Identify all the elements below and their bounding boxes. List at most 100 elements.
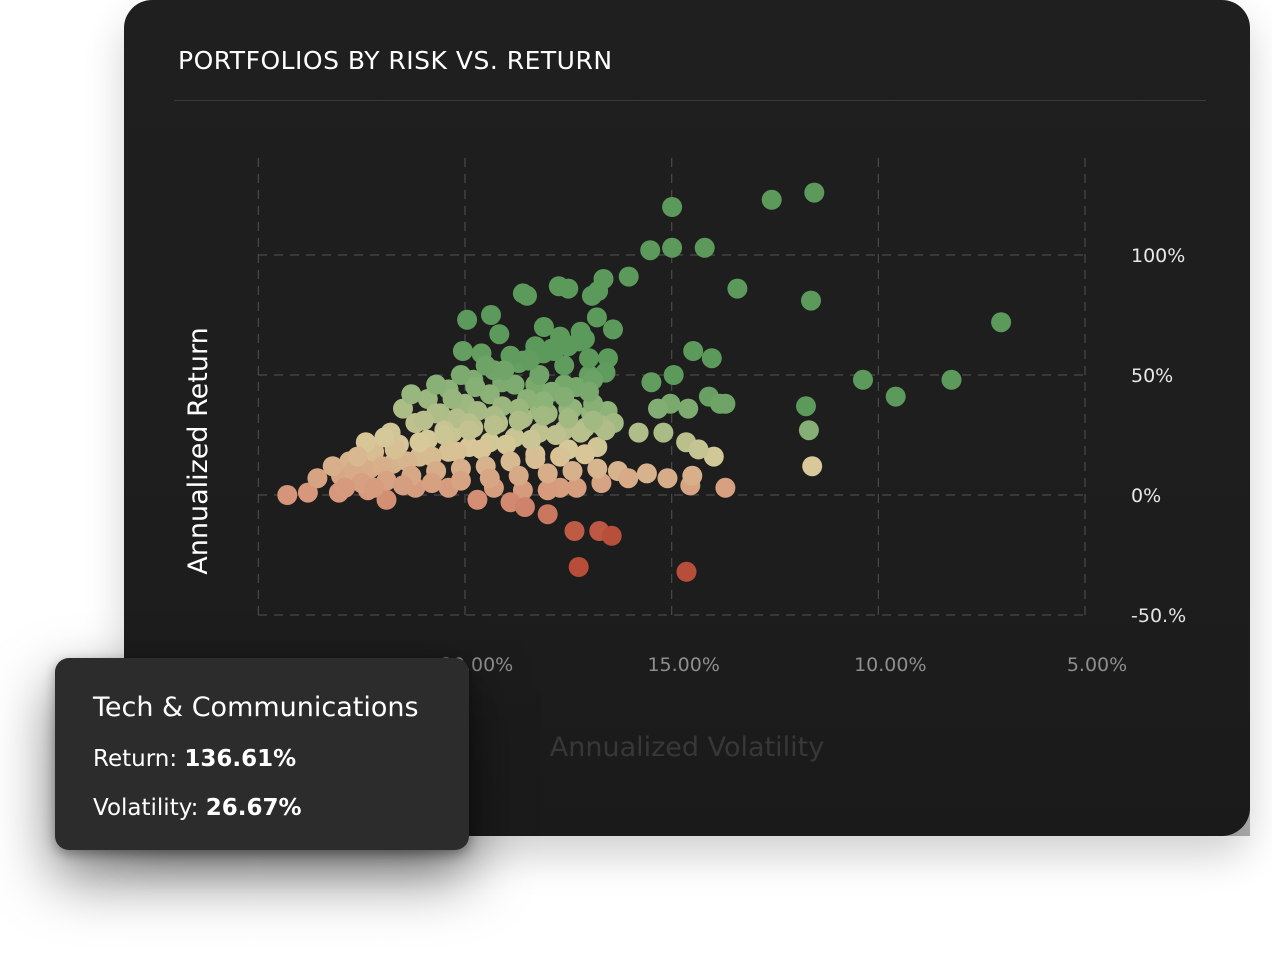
scatter-point[interactable] bbox=[574, 444, 595, 465]
scatter-point[interactable] bbox=[514, 497, 535, 517]
scatter-point[interactable] bbox=[450, 365, 471, 385]
scatter-point[interactable] bbox=[581, 285, 602, 306]
scatter-point[interactable] bbox=[426, 374, 447, 395]
scatter-point[interactable] bbox=[710, 393, 730, 414]
scatter-point[interactable] bbox=[459, 420, 480, 441]
scatter-point[interactable] bbox=[663, 365, 684, 385]
scatter-point[interactable] bbox=[853, 369, 873, 390]
scatter-point[interactable] bbox=[508, 410, 529, 431]
scatter-point[interactable] bbox=[682, 465, 703, 486]
scatter-point[interactable] bbox=[529, 365, 550, 385]
scatter-point[interactable] bbox=[662, 197, 683, 217]
scatter-point[interactable] bbox=[475, 355, 496, 376]
scatter-point[interactable] bbox=[554, 386, 575, 407]
scatter-point[interactable] bbox=[508, 465, 529, 486]
scatter-point[interactable] bbox=[618, 266, 639, 287]
scatter-point[interactable] bbox=[434, 425, 455, 445]
scatter-point[interactable] bbox=[446, 441, 467, 462]
scatter-point[interactable] bbox=[676, 561, 697, 582]
scatter-point[interactable] bbox=[570, 422, 591, 443]
scatter-point[interactable] bbox=[347, 446, 368, 467]
scatter-point[interactable] bbox=[601, 525, 622, 546]
scatter-point[interactable] bbox=[364, 477, 385, 498]
scatter-point[interactable] bbox=[579, 348, 599, 369]
scatter-point[interactable] bbox=[277, 485, 298, 505]
scatter-point[interactable] bbox=[657, 468, 678, 489]
scatter-point[interactable] bbox=[683, 341, 704, 361]
scatter-point[interactable] bbox=[548, 276, 569, 297]
scatter-point[interactable] bbox=[401, 384, 422, 405]
scatter-point[interactable] bbox=[525, 449, 546, 469]
scatter-point[interactable] bbox=[678, 398, 699, 419]
scatter-point[interactable] bbox=[533, 405, 554, 426]
scatter-point[interactable] bbox=[479, 468, 500, 489]
scatter-point[interactable] bbox=[442, 389, 463, 409]
scatter-point[interactable] bbox=[761, 189, 782, 210]
scatter-point[interactable] bbox=[467, 489, 488, 510]
scatter-point[interactable] bbox=[452, 341, 473, 361]
scatter-point[interactable] bbox=[481, 305, 501, 325]
scatter-point[interactable] bbox=[471, 439, 492, 460]
scatter-point[interactable] bbox=[512, 283, 533, 304]
scatter-point[interactable] bbox=[568, 331, 589, 352]
scatter-point[interactable] bbox=[804, 182, 825, 203]
scatter-point[interactable] bbox=[537, 480, 558, 501]
scatter-point[interactable] bbox=[802, 456, 823, 477]
scatter-point[interactable] bbox=[374, 427, 395, 448]
scatter-point[interactable] bbox=[586, 307, 607, 328]
scatter-point[interactable] bbox=[715, 477, 736, 498]
scatter-point[interactable] bbox=[521, 429, 542, 450]
scatter-point[interactable] bbox=[533, 317, 554, 337]
scatter-point[interactable] bbox=[618, 468, 639, 489]
scatter-point[interactable] bbox=[694, 237, 715, 258]
scatter-point[interactable] bbox=[554, 355, 575, 376]
scatter-point[interactable] bbox=[628, 422, 649, 443]
scatter-point[interactable] bbox=[545, 425, 566, 445]
scatter-point[interactable] bbox=[335, 477, 356, 498]
scatter-point[interactable] bbox=[662, 237, 683, 258]
scatter-point[interactable] bbox=[583, 410, 604, 431]
scatter-point[interactable] bbox=[457, 309, 478, 330]
scatter-point[interactable] bbox=[465, 377, 486, 397]
scatter-point[interactable] bbox=[537, 504, 558, 525]
scatter-point[interactable] bbox=[566, 477, 587, 498]
scatter-point[interactable] bbox=[413, 410, 434, 431]
scatter-point[interactable] bbox=[307, 468, 328, 489]
scatter-point[interactable] bbox=[494, 360, 515, 381]
scatter-point[interactable] bbox=[568, 557, 589, 577]
scatter-point[interactable] bbox=[537, 463, 558, 484]
scatter-point[interactable] bbox=[489, 324, 510, 345]
scatter-point[interactable] bbox=[322, 456, 343, 477]
scatter-point[interactable] bbox=[297, 482, 318, 503]
scatter-point[interactable] bbox=[579, 381, 599, 402]
scatter-point[interactable] bbox=[409, 432, 430, 453]
scatter-point[interactable] bbox=[640, 240, 661, 261]
scatter-point[interactable] bbox=[636, 463, 657, 484]
scatter-point[interactable] bbox=[801, 290, 821, 311]
scatter-point[interactable] bbox=[543, 341, 564, 361]
scatter-point[interactable] bbox=[653, 422, 674, 443]
scatter-point[interactable] bbox=[562, 461, 583, 481]
scatter-point[interactable] bbox=[421, 473, 442, 493]
scatter-point[interactable] bbox=[587, 458, 608, 479]
scatter-point[interactable] bbox=[603, 319, 623, 340]
scatter-point[interactable] bbox=[703, 446, 724, 467]
scatter-point[interactable] bbox=[688, 439, 709, 460]
scatter-point[interactable] bbox=[550, 446, 571, 467]
scatter-point[interactable] bbox=[496, 434, 517, 455]
scatter-point[interactable] bbox=[558, 408, 579, 429]
scatter-point[interactable] bbox=[701, 348, 722, 369]
scatter-point[interactable] bbox=[519, 350, 540, 371]
scatter-point[interactable] bbox=[393, 475, 413, 496]
scatter-point[interactable] bbox=[483, 415, 504, 436]
scatter-point[interactable] bbox=[450, 470, 471, 491]
scatter-point[interactable] bbox=[504, 374, 525, 395]
scatter-point[interactable] bbox=[941, 369, 962, 390]
scatter-point[interactable] bbox=[798, 420, 819, 441]
scatter-point[interactable] bbox=[727, 278, 748, 299]
scatter-point[interactable] bbox=[991, 312, 1012, 333]
scatter-point[interactable] bbox=[796, 396, 816, 417]
scatter-point[interactable] bbox=[885, 386, 906, 407]
scatter-point[interactable] bbox=[564, 521, 585, 541]
scatter-point[interactable] bbox=[376, 489, 397, 510]
